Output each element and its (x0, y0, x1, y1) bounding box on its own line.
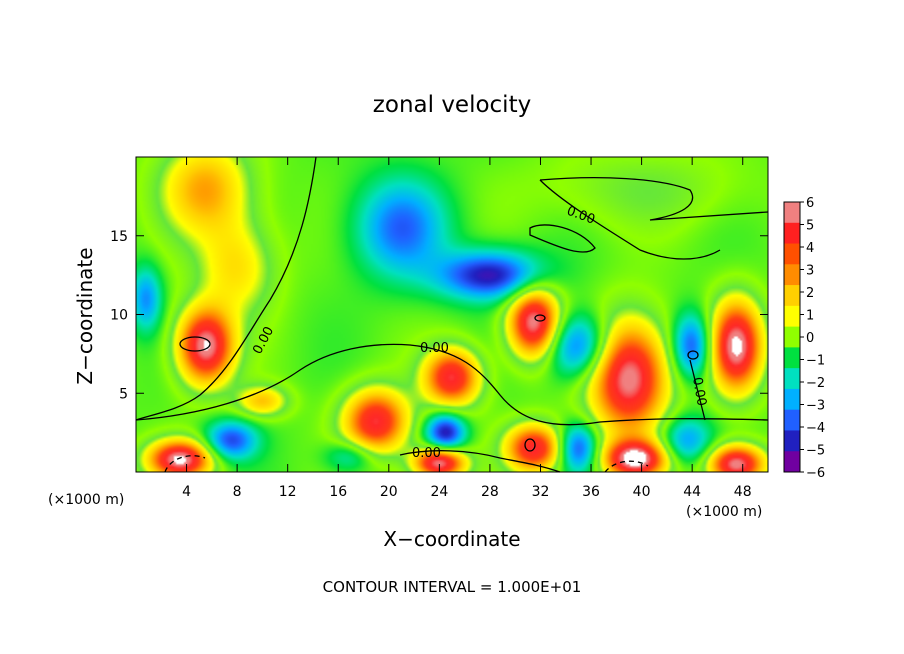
colorbar-swatch (784, 409, 800, 431)
x-tick-label: 16 (329, 484, 347, 500)
contour-lines (135, 156, 769, 473)
zero-contour-mid (135, 343, 769, 426)
colorbar-swatch (784, 368, 800, 390)
x-tick-label: 32 (532, 484, 550, 500)
zero-contour-inner-left (179, 336, 211, 352)
zero-contour-low (399, 450, 561, 473)
colorbar: 6 5 4 3 2 1 0 −1 −2 −3 −4 −5 −6 (783, 196, 825, 481)
x-tick-label: 48 (734, 484, 752, 500)
colorbar-label: 6 (806, 196, 814, 211)
x-tick-label: 28 (481, 484, 499, 500)
colorbar-label: −5 (806, 444, 825, 459)
colorbar-swatch (784, 243, 800, 265)
contour-interval-footer: CONTOUR INTERVAL = 1.000E+01 (323, 578, 582, 596)
colorbar-swatch (784, 326, 800, 348)
y-tick-label: 10 (110, 308, 128, 324)
contour-label: 0.00 (412, 446, 441, 461)
y-tick-label: 15 (110, 229, 128, 245)
x-tick-label: 44 (683, 484, 701, 500)
colorbar-swatch (784, 305, 800, 328)
chart-title: zonal velocity (373, 92, 531, 118)
colorbar-swatch (784, 202, 800, 224)
colorbar-label: −3 (806, 399, 825, 414)
x-unit-right: (×1000 m) (686, 504, 762, 520)
y-axis-label: Z−coordinate (73, 247, 97, 384)
colorbar-label: 3 (806, 264, 814, 279)
colorbar-swatch (784, 264, 800, 286)
x-tick-label: 36 (582, 484, 600, 500)
zero-contour-inner-low (524, 438, 536, 452)
colorbar-label: −6 (806, 466, 825, 481)
colorbar-swatch (784, 222, 800, 245)
colorbar-label: −4 (806, 421, 825, 436)
zero-contour-small-loop (529, 224, 596, 253)
dashed-contour-left (164, 455, 206, 473)
zero-contour-inner-dot (687, 350, 699, 360)
contour-label: 0.00 (689, 376, 709, 407)
x-tick-label: 4 (182, 484, 191, 500)
x-axis-ticks: 4 8 12 16 20 24 28 32 36 40 44 48 (182, 157, 752, 500)
x-unit-left: (×1000 m) (48, 492, 124, 508)
colorbar-label: 4 (806, 241, 814, 256)
colorbar-label: 5 (806, 219, 814, 234)
colorbar-swatch (784, 347, 800, 369)
contour-label: 0.00 (420, 341, 449, 356)
x-tick-label: 24 (430, 484, 448, 500)
x-tick-label: 12 (279, 484, 297, 500)
dashed-contour-right (604, 460, 649, 473)
colorbar-swatch (784, 430, 800, 452)
zero-contour-top-loop (539, 177, 769, 221)
zero-contour-top-right (539, 179, 721, 260)
colorbar-label: 0 (806, 331, 814, 346)
zero-contour-inner-center (534, 314, 546, 322)
heatmap-field (136, 157, 768, 472)
colorbar-swatch (784, 388, 800, 411)
colorbar-swatch (784, 451, 800, 473)
colorbar-label: 1 (806, 309, 814, 324)
zero-contour-left (135, 156, 317, 421)
x-axis-label: X−coordinate (383, 527, 520, 551)
x-tick-label: 40 (633, 484, 651, 500)
colorbar-label: 2 (806, 286, 814, 301)
colorbar-swatch (784, 285, 800, 307)
zero-contour-right-column (689, 359, 706, 421)
colorbar-label: −2 (806, 376, 825, 391)
y-axis-ticks: 5 10 15 (110, 229, 768, 402)
y-tick-label: 5 (119, 386, 128, 402)
colorbar-label: −1 (806, 354, 825, 369)
x-tick-label: 8 (233, 484, 242, 500)
x-tick-label: 20 (380, 484, 398, 500)
